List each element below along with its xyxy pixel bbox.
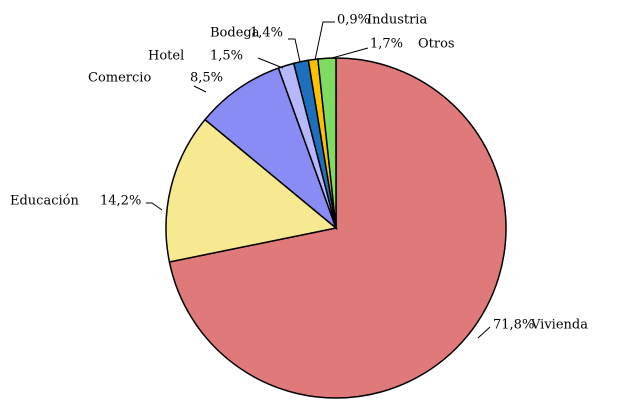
category-label: Vivienda [530, 318, 588, 333]
pie-slice [203, 67, 338, 231]
pie-slice [317, 57, 337, 229]
category-label: Bodega [210, 26, 260, 41]
value-label: 1,4% [250, 26, 283, 41]
leader-line [477, 326, 491, 339]
pie-slice [168, 57, 507, 399]
category-label: Hotel [148, 49, 184, 64]
value-label: 8,5% [190, 71, 223, 86]
value-label: 14,2% [100, 194, 141, 209]
leader-line [193, 85, 207, 93]
pie-slice [165, 118, 338, 263]
category-label: Comercio [88, 71, 151, 86]
value-label: 71,8% [493, 318, 534, 333]
leader-line [288, 38, 301, 63]
leader-line [146, 202, 163, 211]
leader-line [331, 47, 369, 59]
category-label: Otros [418, 37, 455, 52]
labels: 71,8%Vivienda 14,2% Educación 8,5% Comercio 1… [10, 13, 588, 339]
value-label: 1,5% [210, 49, 243, 64]
pie [165, 57, 507, 399]
leader-line [257, 57, 284, 69]
leader-line [314, 21, 335, 61]
category-label: Educación [10, 194, 79, 209]
value-label: 1,7% [370, 37, 403, 52]
value-label: 0,9% [337, 13, 370, 28]
category-label: Industria [367, 13, 427, 28]
